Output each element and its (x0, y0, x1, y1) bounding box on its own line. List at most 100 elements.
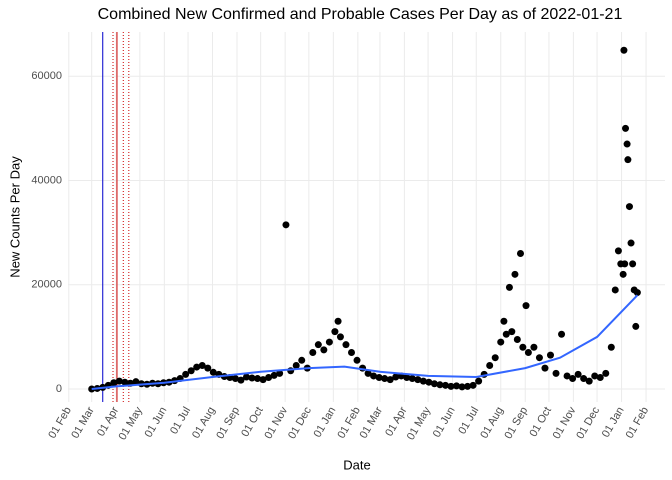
point (569, 375, 577, 383)
point (535, 354, 543, 362)
point (115, 377, 123, 385)
point (182, 370, 190, 378)
point (502, 330, 510, 338)
point (209, 368, 217, 376)
point (231, 375, 239, 383)
point (441, 381, 449, 389)
point (447, 382, 455, 390)
point (353, 356, 361, 364)
point (552, 369, 560, 377)
point (632, 322, 640, 330)
point (193, 363, 201, 371)
point (204, 364, 212, 372)
point (453, 382, 461, 390)
point (408, 375, 416, 383)
point (325, 338, 333, 346)
point (464, 382, 472, 390)
point (331, 328, 339, 336)
point (392, 373, 400, 381)
point (508, 328, 516, 336)
point (334, 317, 342, 325)
point (491, 354, 499, 362)
point (287, 367, 295, 375)
point (314, 341, 322, 349)
x-tick-label: 01 May (405, 405, 434, 443)
point (524, 348, 532, 356)
point (622, 124, 630, 132)
x-tick-label: 01 Sep (503, 405, 531, 441)
point (516, 249, 524, 257)
point (607, 343, 615, 351)
point (596, 374, 604, 382)
x-tick-label: 01 Dec (286, 405, 314, 442)
point (614, 247, 622, 255)
point (386, 376, 394, 384)
y-tick-label: 40000 (31, 174, 62, 186)
x-tick-label: 01 Mar (358, 405, 386, 441)
point (580, 375, 588, 383)
point (563, 372, 571, 380)
point (425, 378, 433, 386)
x-tick-label: 01 May (117, 405, 146, 443)
point (347, 348, 355, 356)
point (633, 289, 641, 297)
smooth-line (91, 294, 639, 390)
point (88, 385, 96, 393)
point (121, 378, 129, 386)
point (242, 373, 250, 381)
point (370, 372, 378, 380)
point (620, 46, 628, 54)
point (619, 270, 627, 278)
x-tick-label: 01 Jun (431, 405, 458, 440)
point (265, 374, 273, 382)
x-tick-label: 01 Jul (456, 405, 481, 436)
point (237, 376, 245, 384)
point (627, 239, 635, 247)
x-axis-title: Date (343, 457, 370, 472)
point (591, 372, 599, 380)
point (403, 374, 411, 382)
y-tick-label: 20000 (31, 279, 62, 291)
x-tick-label: 01 Jan (600, 405, 627, 440)
point (430, 380, 438, 388)
x-tick-label: 01 Feb (624, 405, 652, 441)
x-tick-label: 01 Sep (214, 405, 242, 441)
point (248, 374, 256, 382)
point (519, 343, 527, 351)
point (436, 381, 444, 389)
y-axis-title: New Counts Per Day (7, 156, 22, 278)
point (611, 286, 619, 294)
point (298, 356, 306, 364)
point (458, 383, 466, 391)
point (625, 203, 633, 211)
x-tick-label: 01 Jun (143, 405, 170, 440)
point (546, 351, 554, 359)
point (541, 364, 549, 372)
point (259, 376, 267, 384)
point (629, 260, 637, 268)
point (500, 317, 508, 325)
point (602, 369, 610, 377)
point (132, 378, 140, 386)
x-tick-label: 01 Oct (527, 405, 554, 439)
point (270, 371, 278, 379)
point (623, 140, 631, 148)
point (624, 156, 632, 164)
point (475, 377, 483, 385)
point (110, 379, 118, 387)
point (292, 362, 300, 370)
point (364, 369, 372, 377)
point (513, 335, 521, 343)
point (381, 375, 389, 383)
point (469, 381, 477, 389)
point (511, 270, 519, 278)
point (505, 283, 513, 291)
point (282, 221, 290, 229)
point (414, 376, 422, 384)
point (198, 362, 206, 370)
point (621, 260, 629, 268)
x-tick-label: 01 Dec (574, 405, 602, 442)
point (530, 343, 538, 351)
x-tick-label: 01 Jul (168, 405, 193, 436)
